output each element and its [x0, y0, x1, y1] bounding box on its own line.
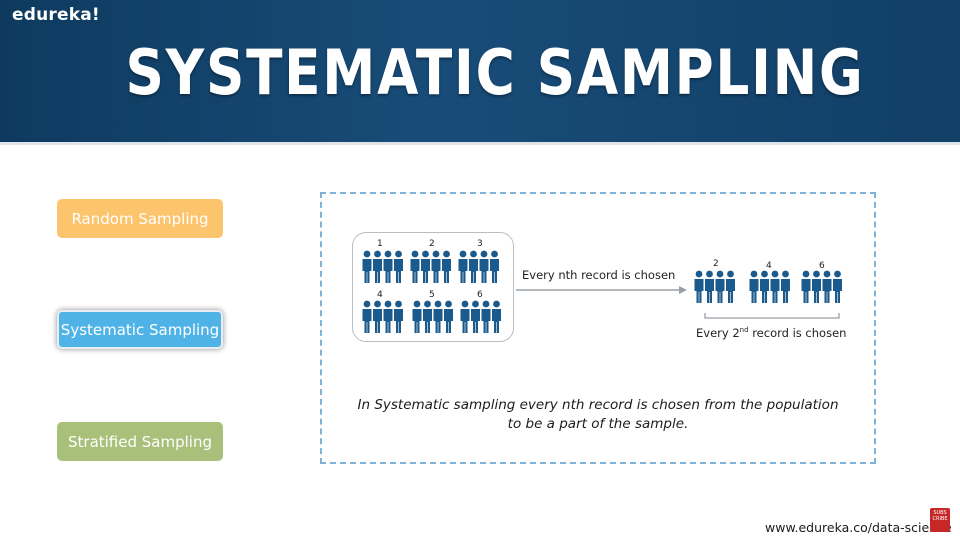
person-group-icon [460, 300, 501, 333]
page-title: SYSTEMATIC SAMPLING [125, 36, 865, 109]
edureka-logo: edureka! [12, 5, 100, 25]
diagram-panel [320, 192, 876, 464]
population-group-label: 5 [429, 290, 435, 300]
header-banner: edureka! SYSTEMATIC SAMPLING [0, 0, 960, 142]
footer-url[interactable]: www.edureka.co/data-science [765, 520, 952, 535]
person-group-icon [749, 270, 790, 303]
description-text: In Systematic sampling every nth record … [322, 396, 874, 434]
arrow-label: Every nth record is chosen [522, 268, 676, 282]
subscribe-icon[interactable]: SUBS CRIBE [930, 508, 950, 532]
person-group-icon [410, 250, 451, 283]
person-group-icon [694, 270, 735, 303]
sample-group-label: 2 [713, 259, 719, 269]
population-group-label: 2 [429, 239, 435, 249]
bracket [704, 313, 840, 319]
sample-group-label: 4 [766, 261, 772, 271]
sample-group-label: 6 [819, 261, 825, 271]
population-group-label: 4 [377, 290, 383, 300]
person-group-icon [458, 250, 499, 283]
stratified-sampling-button[interactable]: Stratified Sampling [57, 422, 223, 461]
person-group-icon [801, 270, 842, 303]
description-line: to be a part of the sample. [507, 416, 689, 432]
person-group-icon [362, 300, 403, 333]
person-group-icon [412, 300, 453, 333]
header-divider [0, 142, 960, 145]
person-group-icon [362, 250, 403, 283]
random-sampling-button[interactable]: Random Sampling [57, 199, 223, 238]
population-group-label: 3 [477, 239, 483, 249]
description-line: In Systematic sampling every nth record … [357, 397, 839, 413]
sample-label: Every 2nd record is chosen [696, 326, 847, 340]
arrow-right-icon [516, 286, 687, 294]
population-group-label: 1 [377, 239, 383, 249]
systematic-sampling-button[interactable]: Systematic Sampling [57, 310, 223, 349]
population-group-label: 6 [477, 290, 483, 300]
